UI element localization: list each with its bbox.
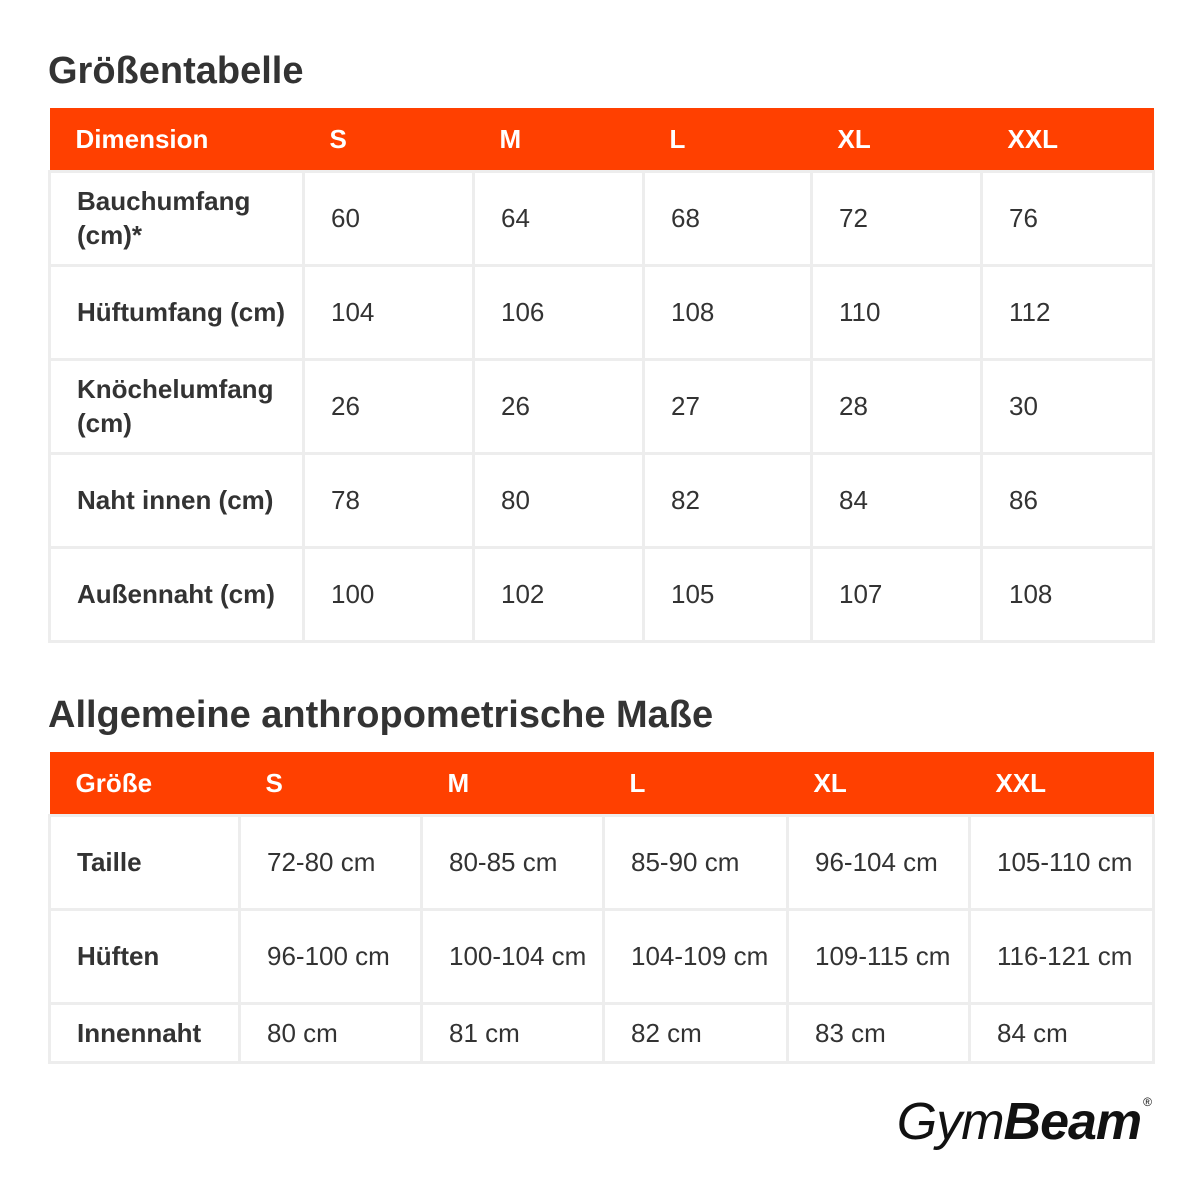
table-cell: 81 cm xyxy=(420,1001,605,1064)
table-cell: 104-109 cm xyxy=(602,907,789,1005)
logo-text-beam: Beam xyxy=(1003,1093,1143,1151)
table-row: Außennaht (cm) 100 102 105 107 108 xyxy=(48,545,1155,643)
table-cell: 84 cm xyxy=(968,1001,1155,1064)
table-cell: 108 xyxy=(642,263,813,361)
table-cell: 107 xyxy=(810,545,983,643)
registered-mark: ® xyxy=(1143,1095,1152,1109)
size-table: Dimension S M L XL XXL Bauchumfang (cm)*… xyxy=(48,108,1155,643)
size-table-header-row: Dimension S M L XL XXL xyxy=(49,108,1154,171)
column-header-s: S xyxy=(329,123,347,154)
row-label: Taille xyxy=(48,813,241,911)
table-cell: 96-100 cm xyxy=(238,907,423,1005)
table-cell: 72 xyxy=(810,169,983,267)
table-cell: 26 xyxy=(472,357,645,455)
column-header-xxl: XXL xyxy=(995,767,1047,798)
table-cell: 105-110 cm xyxy=(968,813,1155,911)
table-cell: 109-115 cm xyxy=(786,907,971,1005)
table-cell: 60 xyxy=(302,169,475,267)
table-cell: 85-90 cm xyxy=(602,813,789,911)
anthropometric-table-header-row: Größe S M L XL XXL xyxy=(49,752,1154,815)
column-header-l: L xyxy=(629,767,646,798)
table-cell: 112 xyxy=(980,263,1155,361)
table-cell: 27 xyxy=(642,357,813,455)
column-header-m: M xyxy=(499,123,522,154)
table-cell: 86 xyxy=(980,451,1155,549)
column-header-s: S xyxy=(265,767,283,798)
column-header-dimension: Dimension xyxy=(75,123,209,154)
anthropometric-table: Größe S M L XL XXL Taille 72-80 cm 80-85… xyxy=(48,752,1155,1064)
table-row: Knöchelumfang (cm) 26 26 27 28 30 xyxy=(48,357,1155,455)
table-cell: 26 xyxy=(302,357,475,455)
gymbeam-logo: Gym Beam ® xyxy=(897,1092,1152,1152)
row-label: Knöchelumfang (cm) xyxy=(48,357,305,455)
table-row: Naht innen (cm) 78 80 82 84 86 xyxy=(48,451,1155,549)
table-row: Innennaht 80 cm 81 cm 82 cm 83 cm 84 cm xyxy=(48,1001,1155,1064)
column-header-xl: XL xyxy=(837,123,871,154)
table-cell: 82 xyxy=(642,451,813,549)
table-cell: 104 xyxy=(302,263,475,361)
logo-text-gym: Gym xyxy=(896,1093,1005,1151)
table-row: Bauchumfang (cm)* 60 64 68 72 76 xyxy=(48,169,1155,267)
row-label: Hüften xyxy=(48,907,241,1005)
column-header-size: Größe xyxy=(75,767,153,798)
row-label: Hüftumfang (cm) xyxy=(48,263,305,361)
table-cell: 106 xyxy=(472,263,645,361)
table-row: Hüften 96-100 cm 100-104 cm 104-109 cm 1… xyxy=(48,907,1155,1005)
column-header-l: L xyxy=(669,123,686,154)
table-cell: 83 cm xyxy=(786,1001,971,1064)
column-header-xxl: XXL xyxy=(1007,123,1059,154)
table-cell: 72-80 cm xyxy=(238,813,423,911)
table-cell: 105 xyxy=(642,545,813,643)
row-label: Naht innen (cm) xyxy=(48,451,305,549)
table-cell: 100-104 cm xyxy=(420,907,605,1005)
table-cell: 84 xyxy=(810,451,983,549)
table-row: Hüftumfang (cm) 104 106 108 110 112 xyxy=(48,263,1155,361)
table-cell: 78 xyxy=(302,451,475,549)
table-cell: 96-104 cm xyxy=(786,813,971,911)
column-header-m: M xyxy=(447,767,470,798)
table-cell: 82 cm xyxy=(602,1001,789,1064)
table-cell: 30 xyxy=(980,357,1155,455)
table-cell: 108 xyxy=(980,545,1155,643)
table-cell: 116-121 cm xyxy=(968,907,1155,1005)
table-cell: 100 xyxy=(302,545,475,643)
table-cell: 80 xyxy=(472,451,645,549)
table-cell: 76 xyxy=(980,169,1155,267)
table-cell: 110 xyxy=(810,263,983,361)
column-header-xl: XL xyxy=(813,767,847,798)
row-label: Bauchumfang (cm)* xyxy=(48,169,305,267)
table-cell: 68 xyxy=(642,169,813,267)
table-cell: 64 xyxy=(472,169,645,267)
size-table-title: Größentabelle xyxy=(48,50,304,92)
table-cell: 80 cm xyxy=(238,1001,423,1064)
table-cell: 102 xyxy=(472,545,645,643)
anthropometric-table-title: Allgemeine anthropometrische Maße xyxy=(48,694,714,736)
row-label: Innennaht xyxy=(48,1001,241,1064)
table-cell: 80-85 cm xyxy=(420,813,605,911)
row-label: Außennaht (cm) xyxy=(48,545,305,643)
table-cell: 28 xyxy=(810,357,983,455)
table-row: Taille 72-80 cm 80-85 cm 85-90 cm 96-104… xyxy=(48,813,1155,911)
